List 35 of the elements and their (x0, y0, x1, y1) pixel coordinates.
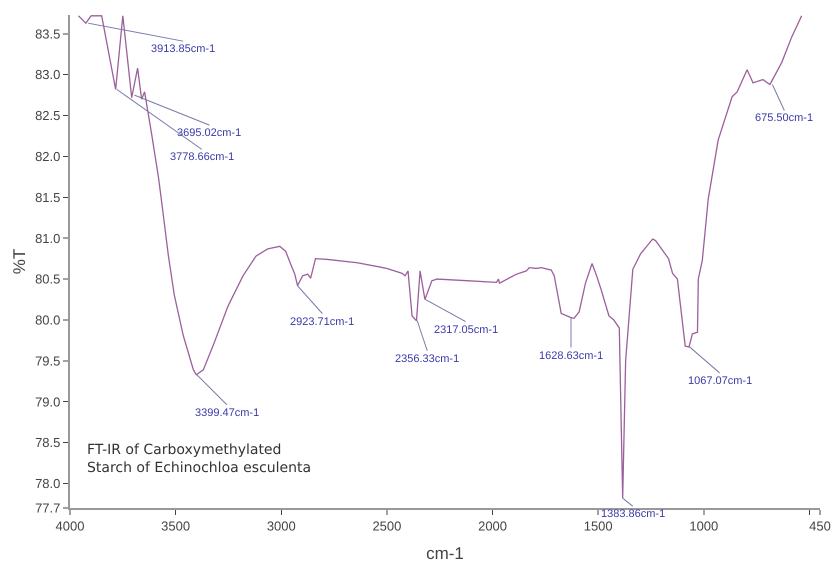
x-tick-label: 2500 (372, 518, 402, 534)
y-tick-label: 82.5 (35, 108, 60, 124)
y-tick-label: 83.5 (35, 26, 60, 42)
annotation: 3695.02cm-1 (177, 127, 242, 139)
annotation: 2317.05cm-1 (434, 324, 498, 336)
x-axis-title: cm-1 (426, 544, 464, 563)
y-tick-label: 79.5 (35, 353, 60, 368)
annotation: 1628.63cm-1 (539, 350, 604, 362)
x-tick-label: 1500 (584, 518, 613, 534)
annotation: 3778.66cm-1 (170, 151, 234, 163)
annotation: 1067.07cm-1 (688, 375, 752, 387)
annotation: 1383.86cm-1 (601, 508, 666, 520)
y-tick-label: 82.0 (35, 148, 60, 164)
annotation: 2356.33cm-1 (395, 353, 460, 365)
y-tick-label: 78.5 (35, 435, 60, 450)
y-tick-label: 78.0 (35, 476, 60, 492)
annotation: 675.50cm-1 (755, 112, 814, 124)
y-tick-label: 81.0 (35, 230, 60, 246)
annotation: 2923.71cm-1 (290, 316, 354, 328)
y-tick-label: 77.7 (35, 500, 60, 516)
x-tick-label: 450 (809, 518, 831, 534)
y-tick-label: 80.0 (35, 312, 60, 328)
x-tick-label: 4000 (56, 518, 84, 534)
x-tick-label: 3000 (266, 518, 296, 534)
y-tick-label: 81.5 (35, 190, 60, 205)
annotation: FT-IR of Carboxymethylated Starch of Echinochloa esculenta (87, 442, 312, 476)
y-tick-label: 80.5 (35, 272, 60, 287)
annotation: 3913.85cm-1 (151, 43, 216, 55)
y-axis-title: %T (10, 248, 29, 274)
annotation: 3399.47cm-1 (195, 407, 260, 419)
x-tick-label: 3500 (161, 518, 190, 534)
x-tick-label: 2000 (478, 518, 507, 534)
x-tick-label: 1000 (689, 518, 718, 534)
y-tick-label: 83.0 (35, 67, 60, 82)
y-tick-label: 79.0 (35, 394, 60, 410)
